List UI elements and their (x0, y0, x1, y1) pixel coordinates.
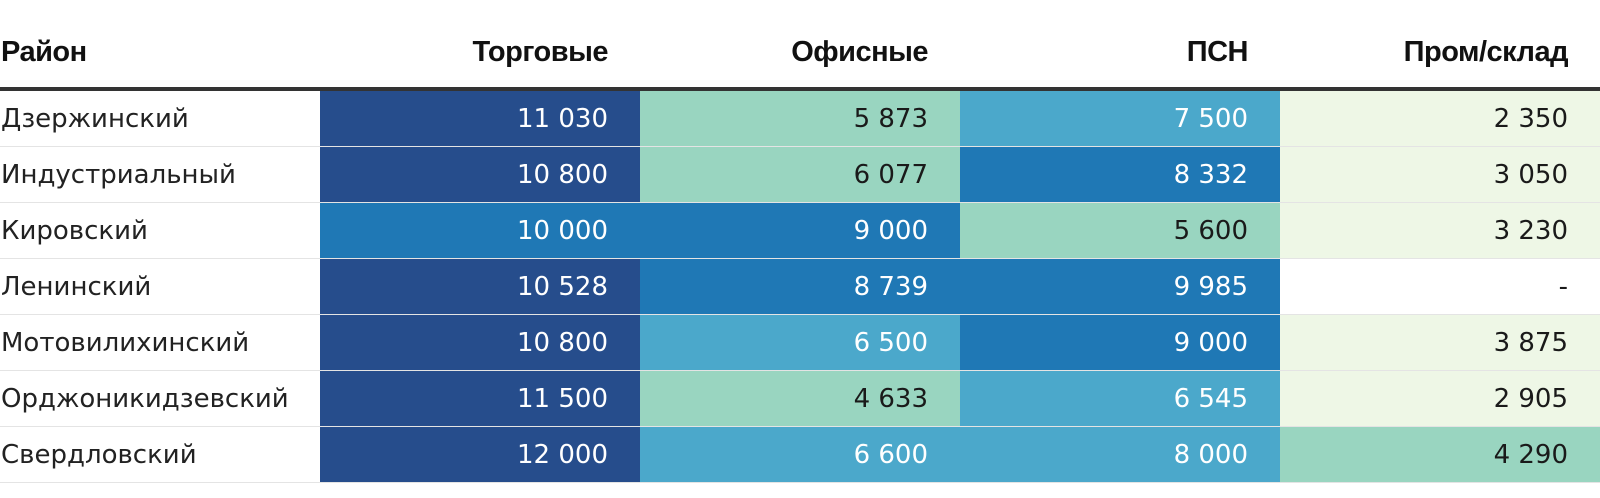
cell-office: 6 500 (640, 314, 960, 371)
district-name: Мотовилихинский (0, 314, 320, 371)
cell-retail: 11 030 (320, 89, 640, 147)
cell-industrial: 3 875 (1280, 314, 1600, 371)
table-row: Дзержинский 11 030 5 873 7 500 2 350 (0, 89, 1600, 147)
cell-retail: 10 000 (320, 202, 640, 259)
cell-psn: 9 985 (960, 258, 1280, 315)
cell-psn: 5 600 (960, 202, 1280, 259)
table-row: Свердловский 12 000 6 600 8 000 4 290 (0, 426, 1600, 483)
table-row: Кировский 10 000 9 000 5 600 3 230 (0, 202, 1600, 259)
column-header-district: Район (0, 18, 320, 91)
column-header-office: Офисные (640, 18, 960, 91)
cell-psn: 6 545 (960, 370, 1280, 427)
cell-industrial: - (1280, 258, 1600, 315)
cell-industrial: 4 290 (1280, 426, 1600, 483)
table-row: Мотовилихинский 10 800 6 500 9 000 3 875 (0, 314, 1600, 371)
cell-psn: 8 332 (960, 146, 1280, 203)
price-table: Район Торговые Офисные ПСН Пром/склад Дз… (0, 18, 1600, 483)
cell-psn: 8 000 (960, 426, 1280, 483)
district-name: Орджоникидзевский (0, 370, 320, 427)
cell-office: 8 739 (640, 258, 960, 315)
cell-retail: 10 800 (320, 314, 640, 371)
district-name: Кировский (0, 202, 320, 259)
header-row: Район Торговые Офисные ПСН Пром/склад (0, 18, 1600, 91)
cell-retail: 10 800 (320, 146, 640, 203)
cell-psn: 9 000 (960, 314, 1280, 371)
cell-retail: 11 500 (320, 370, 640, 427)
cell-industrial: 3 230 (1280, 202, 1600, 259)
column-header-retail: Торговые (320, 18, 640, 91)
column-header-psn: ПСН (960, 18, 1280, 91)
district-name: Дзержинский (0, 89, 320, 147)
table-row: Орджоникидзевский 11 500 4 633 6 545 2 905 (0, 370, 1600, 427)
cell-retail: 10 528 (320, 258, 640, 315)
cell-industrial: 2 350 (1280, 89, 1600, 147)
cell-industrial: 2 905 (1280, 370, 1600, 427)
cell-industrial: 3 050 (1280, 146, 1600, 203)
cell-office: 6 600 (640, 426, 960, 483)
table-row: Ленинский 10 528 8 739 9 985- (0, 258, 1600, 315)
cell-office: 5 873 (640, 89, 960, 147)
district-name: Свердловский (0, 426, 320, 483)
district-name: Ленинский (0, 258, 320, 315)
cell-office: 9 000 (640, 202, 960, 259)
column-header-industrial: Пром/склад (1280, 18, 1600, 91)
table-body: Дзержинский 11 030 5 873 7 500 2 350 Индустри… (0, 89, 1600, 483)
cell-office: 6 077 (640, 146, 960, 203)
cell-psn: 7 500 (960, 89, 1280, 147)
district-name: Индустриальный (0, 146, 320, 203)
table-row: Индустриальный 10 800 6 077 8 332 3 050 (0, 146, 1600, 203)
cell-retail: 12 000 (320, 426, 640, 483)
cell-office: 4 633 (640, 370, 960, 427)
